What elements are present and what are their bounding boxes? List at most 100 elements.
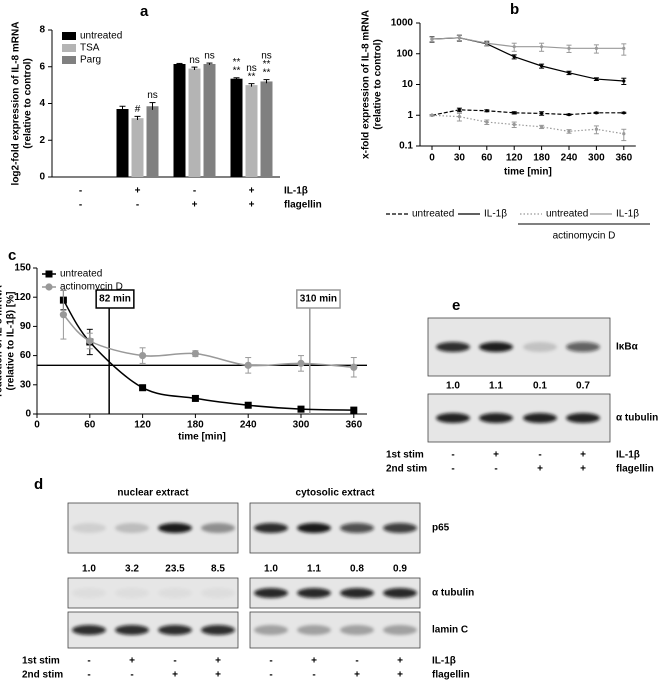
bar (230, 78, 243, 177)
stim-label: 1st stim (386, 450, 424, 461)
series-line (431, 37, 624, 49)
bar (188, 68, 201, 177)
quantification-label: 23.5 (165, 564, 185, 575)
x-tick-label: 60 (84, 420, 96, 431)
point (540, 125, 544, 129)
y-tick-label: 6 (39, 61, 45, 72)
point (622, 132, 626, 136)
legend-swatch (62, 32, 76, 40)
legend-label: IL-1β (616, 209, 639, 220)
panel-letter: e (452, 297, 460, 314)
band (115, 523, 149, 533)
x-tick-label: 180 (187, 420, 204, 431)
y-axis-label: log2-fold expression of IL-8 mRNA (11, 22, 22, 186)
point (430, 37, 434, 41)
lane-sign: - (87, 670, 90, 681)
bar (146, 106, 159, 177)
band (383, 523, 417, 533)
band (566, 342, 600, 352)
band (340, 625, 374, 635)
legend-label: Parg (80, 55, 101, 66)
lane-sign: - (451, 464, 454, 475)
point (86, 337, 94, 345)
point (512, 122, 516, 127)
significance-label: ns (147, 90, 158, 101)
lane-sign: + (580, 450, 586, 461)
y-tick-label: 0 (39, 172, 45, 183)
lane-sign: + (580, 464, 586, 475)
legend-label: IL-1β (484, 209, 507, 220)
significance-label: ** (233, 57, 241, 68)
quantification-label: 0.7 (576, 381, 590, 392)
point (297, 359, 305, 367)
point (594, 46, 599, 50)
reference-box (296, 289, 341, 309)
band (383, 625, 417, 635)
quantification-label: 0.1 (533, 381, 547, 392)
band (436, 342, 470, 352)
band (115, 625, 149, 635)
series-line (431, 114, 624, 135)
band (201, 625, 235, 635)
legend-label: untreated (412, 209, 454, 220)
quantification-label: 0.9 (393, 564, 407, 575)
significance-label: ** (248, 71, 256, 82)
series-line (431, 109, 624, 116)
x-tick-label: 120 (506, 153, 523, 164)
point (191, 350, 199, 358)
panel-letter: b (510, 1, 519, 18)
stim-label: 2nd stim (386, 464, 427, 475)
x-tick-label: 240 (561, 153, 578, 164)
point (485, 41, 489, 45)
y-axis-label: reduction of IL-8 mRNA (0, 285, 5, 397)
condition-sign: + (249, 186, 255, 197)
point (622, 111, 626, 115)
lane-sign: + (537, 464, 543, 475)
band (297, 588, 331, 598)
lane-sign: + (354, 670, 360, 681)
treatment-label: flagellin (432, 670, 470, 681)
band (340, 588, 374, 598)
band (72, 625, 106, 635)
band (254, 588, 288, 598)
reference-box (95, 289, 135, 309)
lane-sign: - (451, 450, 454, 461)
condition-sign: - (79, 200, 82, 211)
band (566, 413, 600, 423)
x-tick-label: 120 (134, 420, 151, 431)
y-tick-label: 4 (39, 98, 45, 109)
lane-sign: - (494, 464, 497, 475)
x-tick-label: 300 (293, 420, 310, 431)
quantification-label: 8.5 (211, 564, 225, 575)
point (567, 71, 571, 75)
panel-letter: d (34, 476, 43, 493)
legend-marker (45, 270, 53, 278)
x-tick-label: 360 (345, 420, 362, 431)
panel-letter: a (140, 3, 149, 20)
lane-sign: + (311, 656, 317, 667)
quantification-label: 1.0 (264, 564, 278, 575)
row-label: lamin C (432, 625, 468, 636)
y-tick-label: 0 (25, 409, 31, 420)
y-axis-label: (relative to control) (23, 58, 34, 149)
bar (260, 81, 273, 177)
condition-sign: - (193, 186, 196, 197)
x-tick-label: 300 (588, 153, 605, 164)
point (512, 45, 516, 49)
panel-letter: c (8, 247, 16, 264)
point (540, 45, 544, 49)
treatment-label: flagellin (616, 464, 654, 475)
point (512, 111, 516, 115)
quantification-label: 0.8 (350, 564, 364, 575)
legend-swatch (62, 44, 76, 52)
row-label: p65 (432, 523, 450, 534)
significance-label: ns (204, 51, 215, 62)
condition-sign: - (136, 200, 139, 211)
x-tick-label: 360 (615, 153, 632, 164)
quantification-label: 1.0 (82, 564, 96, 575)
bar (131, 118, 144, 177)
quantification-label: 1.1 (489, 381, 503, 392)
y-tick-label: 1000 (391, 18, 414, 29)
point (594, 127, 599, 131)
